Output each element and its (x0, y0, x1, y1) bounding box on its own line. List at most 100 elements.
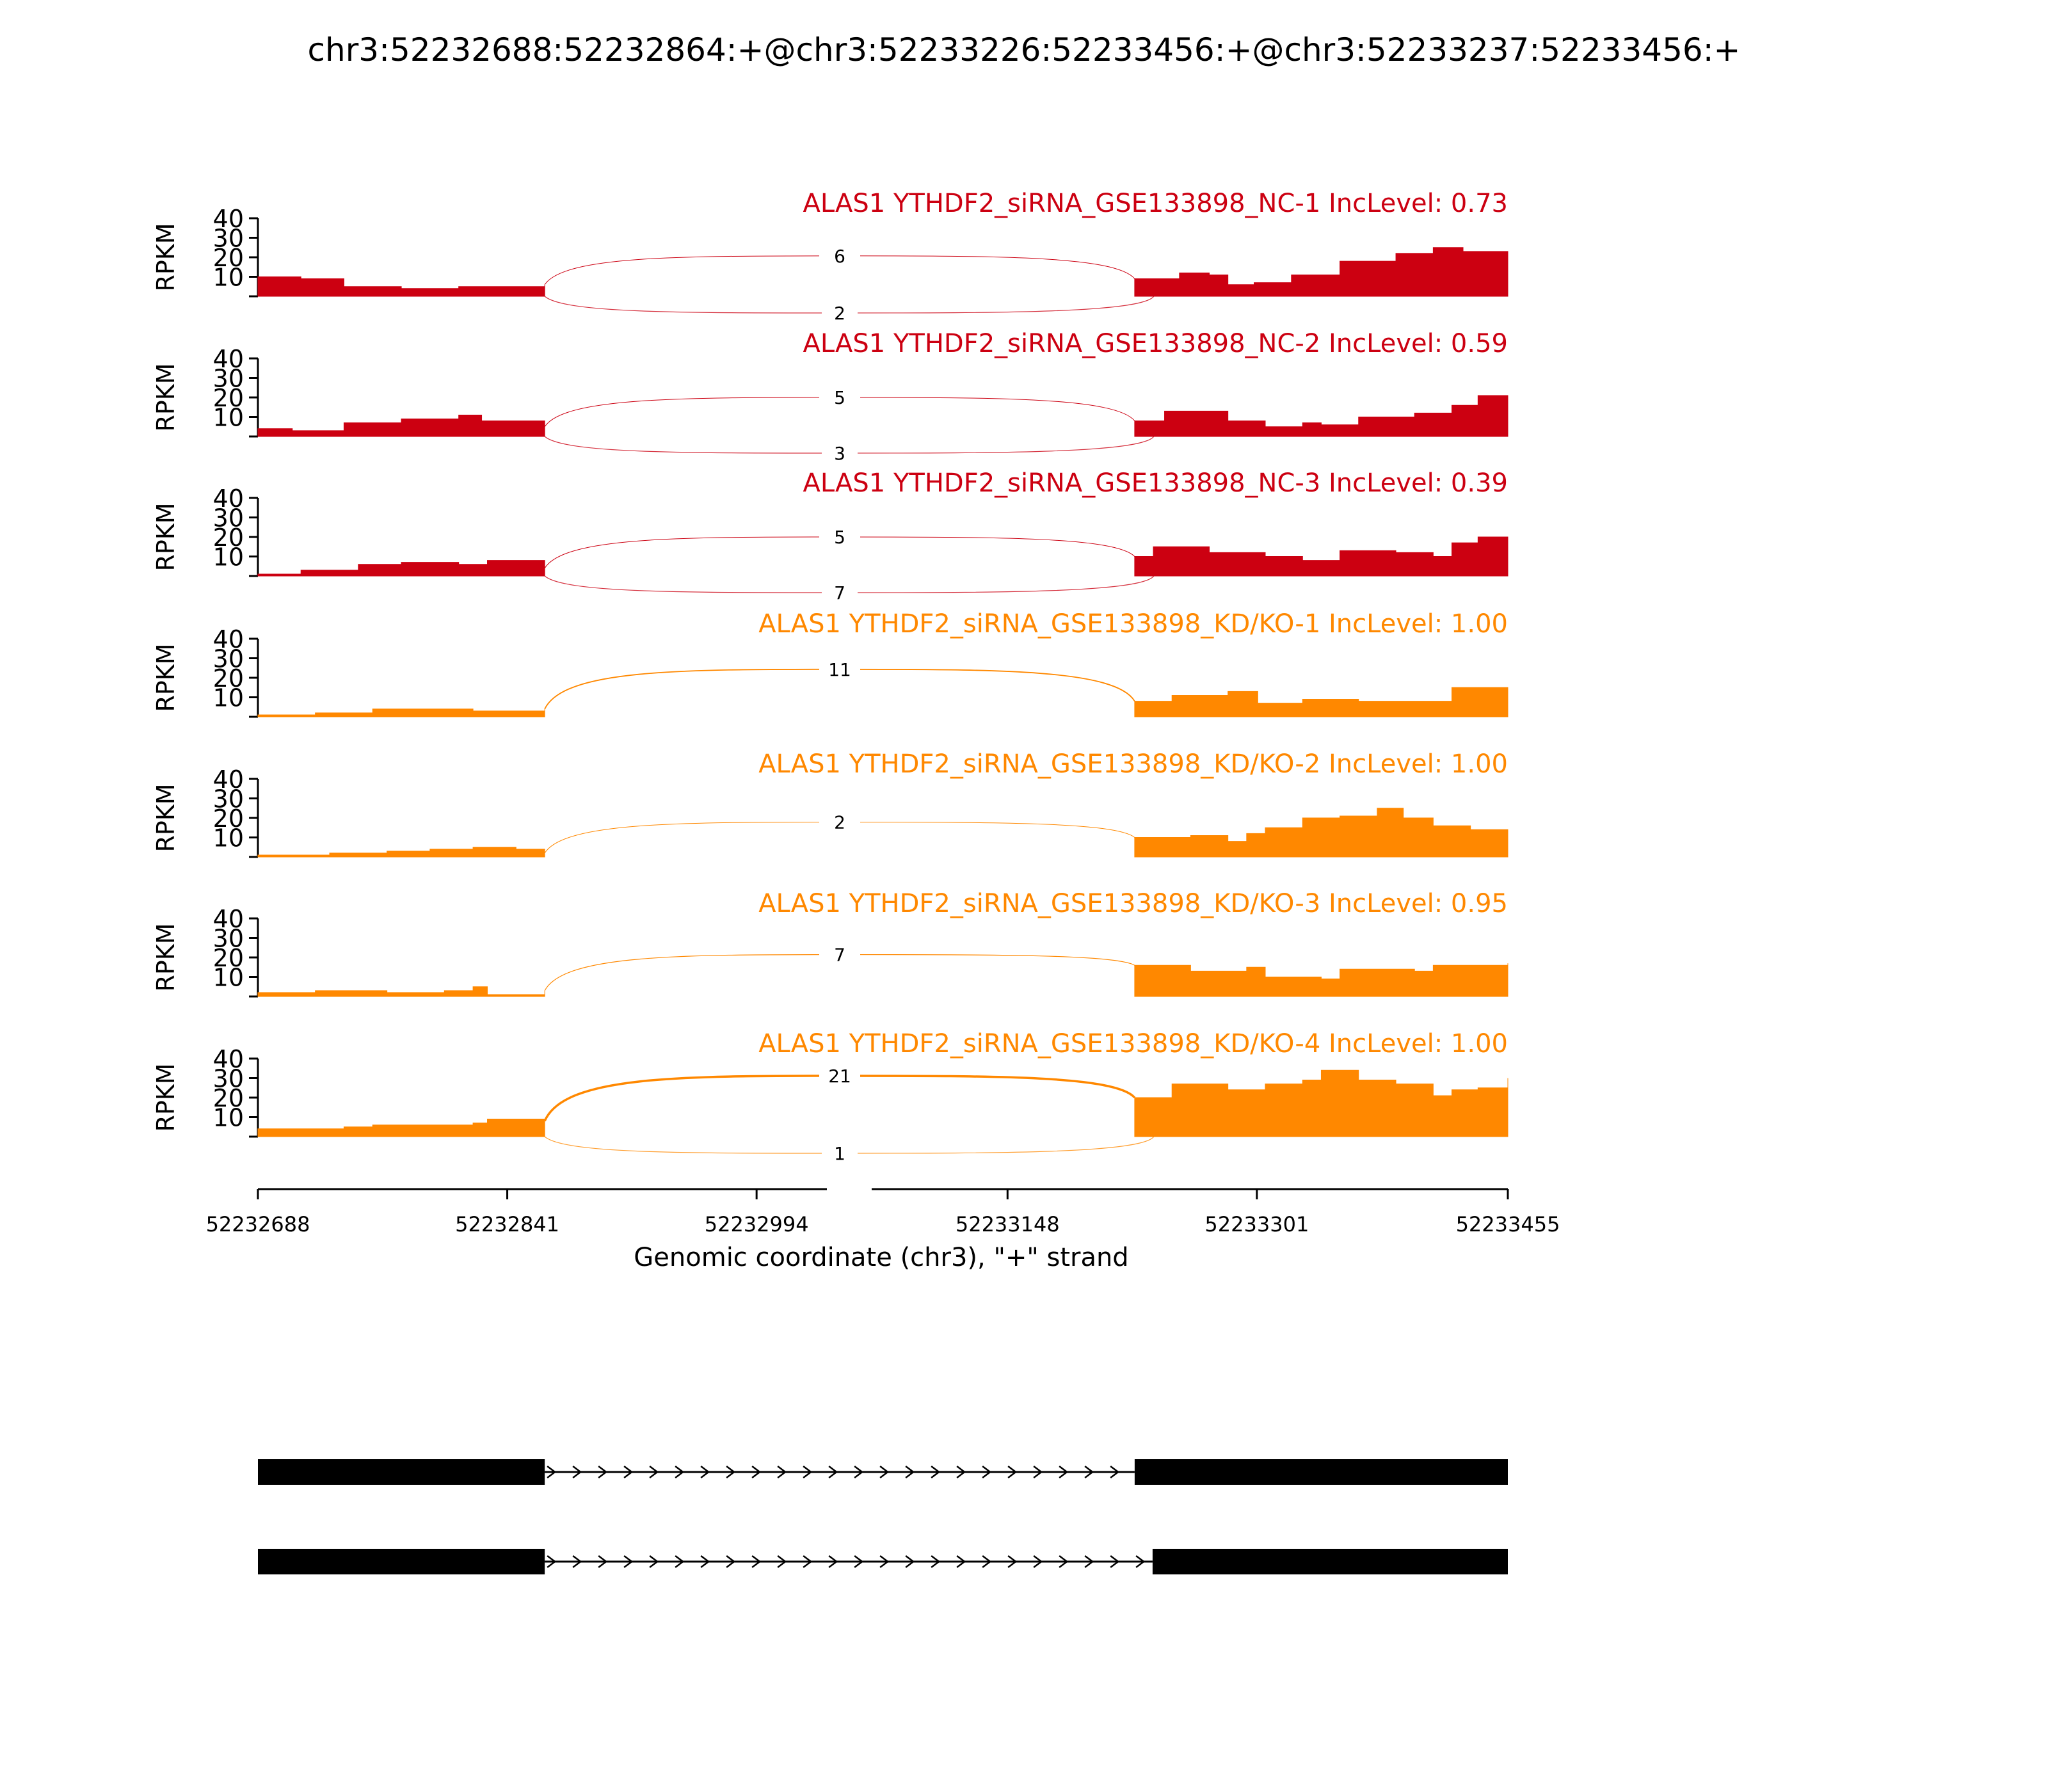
exon2-coverage (1134, 687, 1508, 717)
junction-label-bg (822, 580, 858, 605)
junction-count-upper: 5 (834, 387, 845, 408)
y-tick-label: 30 (213, 225, 244, 253)
exon2-coverage (1134, 536, 1508, 577)
y-tick-label: 10 (213, 964, 244, 992)
strand-arrow (854, 1555, 864, 1568)
strand-arrow (675, 1466, 685, 1478)
strand-arrow (1110, 1555, 1120, 1568)
strand-arrow (879, 1466, 890, 1478)
strand-arrow (572, 1555, 582, 1568)
strand-arrow (1110, 1466, 1120, 1478)
panel-label: ALAS1 YTHDF2_siRNA_GSE133898_KD/KO-4 Inc… (758, 1029, 1508, 1059)
isoform-exon-2 (1134, 1459, 1508, 1485)
strand-arrow (649, 1555, 659, 1568)
y-axis-label: RPKM (152, 1063, 180, 1132)
strand-arrow (649, 1466, 659, 1478)
y-tick-label: 30 (213, 1065, 244, 1093)
strand-arrow (1007, 1555, 1018, 1568)
junction-count-upper: 21 (828, 1066, 851, 1087)
junction-label-bg (819, 655, 861, 681)
y-tick-label: 20 (213, 664, 244, 692)
strand-arrow (623, 1466, 634, 1478)
y-tick-label: 40 (213, 345, 244, 373)
strand-arrow (675, 1555, 685, 1568)
exon2-coverage (1134, 808, 1508, 858)
strand-arrow (751, 1466, 762, 1478)
y-tick-label: 30 (213, 504, 244, 532)
y-tick-label: 10 (213, 404, 244, 432)
strand-arrow (803, 1555, 813, 1568)
strand-arrow (905, 1466, 915, 1478)
strand-arrow (1084, 1466, 1094, 1478)
strand-arrow (982, 1466, 992, 1478)
strand-arrow (803, 1466, 813, 1478)
y-tick-label: 30 (213, 645, 244, 673)
y-tick-label: 20 (213, 384, 244, 412)
isoform-track (258, 1459, 1508, 1574)
junction-label-bg (819, 241, 861, 268)
exon1-coverage (257, 986, 545, 997)
isoform-exon-2 (1152, 1549, 1508, 1574)
x-tick-label: 52233148 (956, 1212, 1060, 1236)
exon1-coverage (257, 847, 545, 858)
junction-label-bg (822, 300, 858, 326)
junction-label-bg (819, 383, 861, 409)
isoform-exon-1 (258, 1459, 545, 1485)
exon2-coverage (1134, 1069, 1508, 1137)
junction-label-bg (822, 1140, 858, 1166)
strand-arrow (854, 1466, 864, 1478)
strand-arrow (956, 1466, 966, 1478)
y-tick-label: 10 (213, 684, 244, 712)
y-axis-label: RPKM (152, 502, 180, 571)
x-tick-label: 52233455 (1456, 1212, 1560, 1236)
junction-count-lower: 3 (834, 443, 845, 464)
exon2-coverage (1134, 395, 1508, 437)
strand-arrow (726, 1555, 736, 1568)
strand-arrow (956, 1555, 966, 1568)
y-tick-label: 40 (213, 905, 244, 933)
strand-arrow (1033, 1555, 1043, 1568)
x-tick-label: 52232688 (206, 1212, 310, 1236)
strand-arrow (1135, 1555, 1146, 1568)
strand-arrow (1033, 1466, 1043, 1478)
strand-arrow (547, 1466, 557, 1478)
strand-arrow (828, 1466, 838, 1478)
y-tick-label: 40 (213, 765, 244, 794)
y-tick-label: 30 (213, 925, 244, 953)
strand-arrow (598, 1555, 608, 1568)
exon1-coverage (257, 276, 545, 297)
x-tick-label: 52232841 (455, 1212, 559, 1236)
exon1-coverage (257, 414, 545, 437)
panel-label: ALAS1 YTHDF2_siRNA_GSE133898_KD/KO-3 Inc… (758, 889, 1508, 918)
y-axis-label: RPKM (152, 363, 180, 431)
strand-arrow (777, 1555, 787, 1568)
junction-count-upper: 2 (834, 812, 845, 833)
y-tick-label: 10 (213, 824, 244, 852)
isoform (258, 1459, 1508, 1485)
y-tick-label: 20 (213, 524, 244, 552)
strand-arrow (572, 1466, 582, 1478)
strand-arrow (879, 1555, 890, 1568)
x-tick-label: 52232994 (705, 1212, 809, 1236)
strand-arrow (1007, 1466, 1018, 1478)
y-tick-label: 20 (213, 804, 244, 833)
y-tick-label: 20 (213, 944, 244, 972)
y-tick-label: 40 (213, 205, 244, 233)
junction-label-bg (819, 1062, 861, 1087)
isoform-exon-1 (258, 1549, 545, 1574)
strand-arrow (547, 1555, 557, 1568)
strand-arrow (598, 1466, 608, 1478)
junction-label-bg (822, 440, 858, 466)
junction-label-bg (819, 940, 861, 966)
y-tick-label: 10 (213, 543, 244, 572)
y-tick-label: 10 (213, 1104, 244, 1132)
exon2-coverage (1134, 963, 1508, 997)
junction-count-upper: 11 (828, 659, 851, 680)
y-axis-label: RPKM (152, 783, 180, 852)
panel-label: ALAS1 YTHDF2_siRNA_GSE133898_NC-2 IncLev… (803, 329, 1508, 358)
strand-arrow (700, 1555, 710, 1568)
